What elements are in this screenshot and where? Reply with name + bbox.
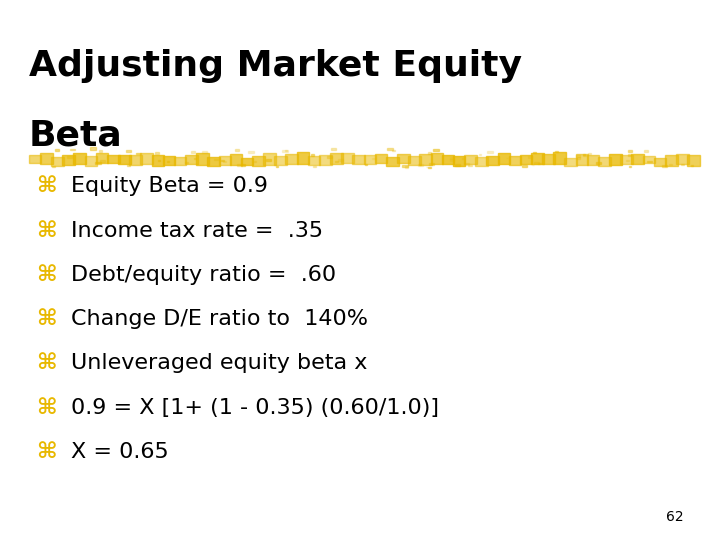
Text: ⌘: ⌘ [36,353,57,374]
Text: Change D/E ratio to  140%: Change D/E ratio to 140% [71,309,368,329]
Text: Equity Beta = 0.9: Equity Beta = 0.9 [71,176,268,197]
Text: Adjusting Market Equity: Adjusting Market Equity [29,49,522,83]
Text: ⌘: ⌘ [36,176,57,197]
Text: Unleveraged equity beta x: Unleveraged equity beta x [71,353,367,374]
Text: Debt/equity ratio =  .60: Debt/equity ratio = .60 [71,265,336,285]
Text: ⌘: ⌘ [36,220,57,241]
Text: ⌘: ⌘ [36,265,57,285]
Text: ⌘: ⌘ [36,309,57,329]
Text: Beta: Beta [29,119,122,153]
Text: 62: 62 [667,510,684,524]
Text: X = 0.65: X = 0.65 [71,442,168,462]
Text: Income tax rate =  .35: Income tax rate = .35 [71,220,323,241]
Text: ⌘: ⌘ [36,442,57,462]
Text: ⌘: ⌘ [36,397,57,418]
Text: 0.9 = X [1+ (1 - 0.35) (0.60/1.0)]: 0.9 = X [1+ (1 - 0.35) (0.60/1.0)] [71,397,438,418]
